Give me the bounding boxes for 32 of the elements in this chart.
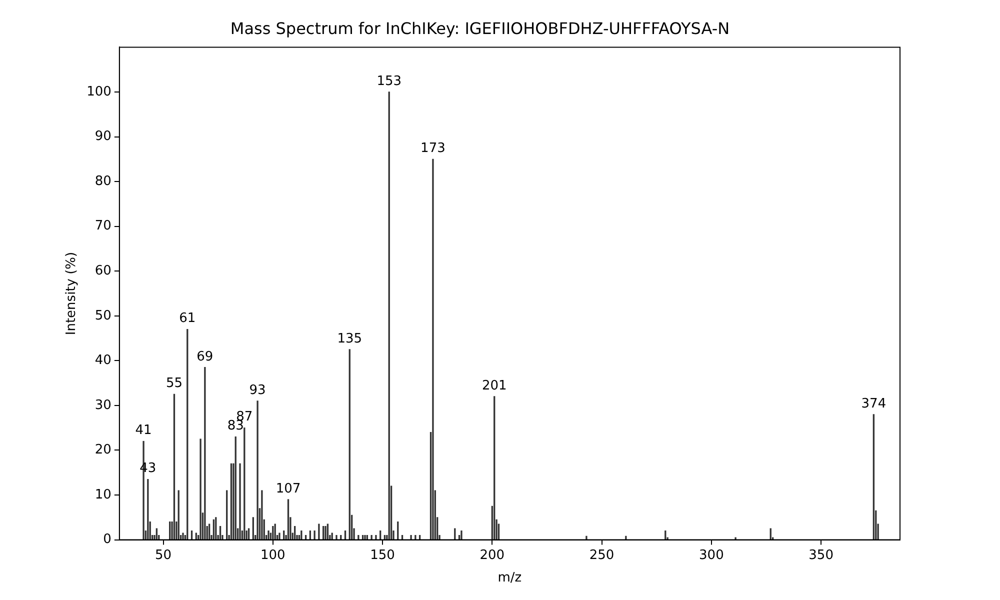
y-tick-label: 10	[94, 487, 112, 502]
y-tick-label: 30	[94, 398, 112, 413]
x-tick-label: 350	[808, 548, 834, 563]
x-tick-label: 150	[370, 548, 395, 563]
x-tick-label: 250	[589, 548, 614, 563]
y-tick-label: 50	[94, 308, 112, 324]
y-tick-label: 40	[94, 353, 112, 368]
x-tick-label: 100	[260, 548, 286, 563]
y-tick-label: 80	[94, 174, 112, 189]
y-tick-label: 90	[94, 129, 112, 144]
y-tick-label: 0	[103, 532, 112, 548]
annotation: 93	[249, 382, 266, 398]
y-tick-label: 20	[94, 442, 112, 458]
annotation: 41	[135, 423, 152, 438]
annotation: 173	[420, 141, 446, 156]
chart-title: Mass Spectrum for InChIKey: IGEFIIOHOBFDHZ-UHFFFAOYSA-N	[230, 18, 730, 38]
x-tick-label: 300	[699, 548, 724, 563]
x-axis-title: m/z	[498, 570, 522, 586]
annotation: 69	[196, 349, 214, 364]
y-tick-label: 60	[94, 263, 112, 278]
y-tick-label: 70	[94, 218, 112, 234]
annotation: 374	[861, 396, 886, 412]
annotation: 135	[337, 331, 362, 346]
annotation: 201	[482, 378, 507, 394]
annotation: 55	[166, 376, 183, 392]
x-tick-label: 50	[154, 548, 172, 563]
y-tick-label: 100	[86, 84, 112, 100]
annotation: 107	[276, 481, 301, 496]
annotation: 153	[376, 74, 402, 89]
y-axis-title: Intensity (%)	[64, 252, 80, 336]
annotation: 61	[179, 311, 196, 326]
x-tick-label: 200	[480, 548, 505, 563]
